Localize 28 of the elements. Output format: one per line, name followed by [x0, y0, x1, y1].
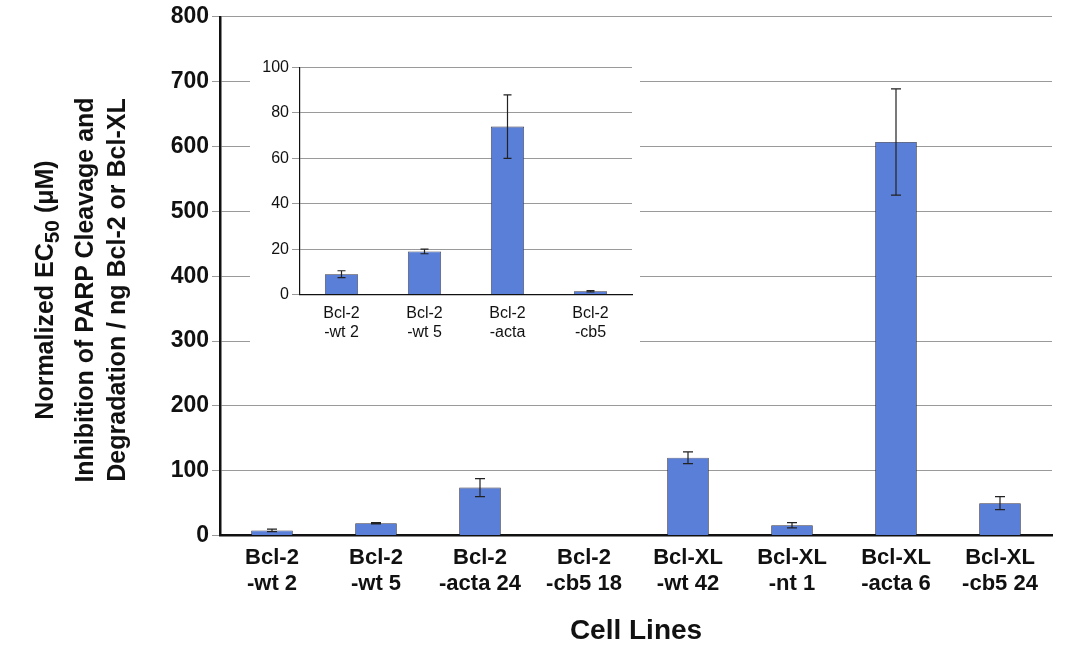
x-tick-label: Bcl-2 -cb5 18 [546, 543, 622, 596]
x-tick-label: Bcl-2 -wt 2 [323, 303, 360, 340]
y-tick-label: 100 [170, 456, 209, 483]
y-tick-label: 40 [271, 194, 290, 212]
x-axis-title: Cell Lines [569, 613, 703, 645]
y-tick-label: 500 [170, 196, 209, 223]
y-tick-label: 20 [271, 239, 290, 257]
y-tick-label: 200 [170, 391, 209, 418]
y-tick-label: 0 [280, 285, 290, 303]
x-tick-label: Bcl-2 -acta 24 [439, 543, 522, 596]
x-tick-label: Bcl-2 -wt 2 [245, 543, 299, 596]
x-tick-label: Bcl-XL -cb5 24 [962, 543, 1039, 596]
y-tick-label: 300 [170, 326, 209, 353]
y-tick-label: 700 [170, 66, 209, 93]
x-tick-label: Bcl-2 -cb5 [572, 303, 609, 340]
x-tick-label: Bcl-XL -acta 6 [861, 543, 931, 596]
y-tick-label: 0 [196, 520, 209, 547]
x-tick-label: Bcl-2 -acta [489, 303, 526, 340]
y-tick-label: 100 [262, 58, 290, 76]
y-tick-label: 80 [271, 103, 290, 121]
x-tick-label: Bcl-2 -wt 5 [406, 303, 443, 340]
x-tick-label: Bcl-XL -nt 1 [757, 543, 827, 596]
y-tick-label: 600 [170, 131, 209, 158]
y-tick-label: 800 [170, 2, 209, 29]
y-tick-label: 400 [170, 261, 209, 288]
x-tick-label: Bcl-XL -wt 42 [653, 543, 723, 596]
x-tick-label: Bcl-2 -wt 5 [349, 543, 403, 596]
y-tick-label: 60 [271, 148, 290, 166]
